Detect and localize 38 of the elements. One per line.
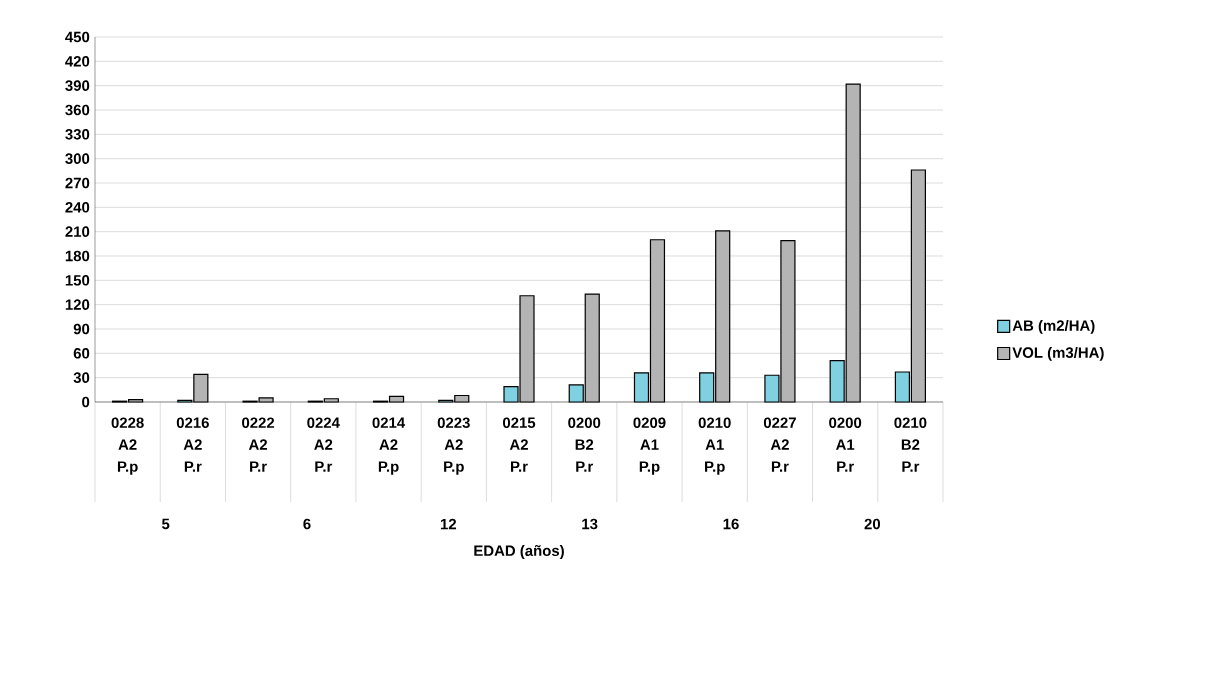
y-tick-label: 390: [65, 80, 90, 91]
x-tick-label: 0200 B2 P.r: [568, 417, 601, 472]
y-tick-label: 360: [65, 104, 90, 116]
x-tick-label: 0210 B2 P.r: [894, 417, 927, 472]
legend-label: AB (m2/HA): [1012, 319, 1095, 334]
y-tick-label: 60: [73, 348, 90, 359]
y-tick-label: 210: [65, 226, 90, 237]
y-tick-label: 120: [65, 299, 90, 310]
y-tick-label: 240: [65, 202, 90, 213]
text: 5: [161, 518, 170, 530]
y-tick-label: 450: [65, 31, 90, 43]
y-tick-label: 270: [65, 177, 90, 189]
x-tick-label: 0216 A2 P.r: [176, 417, 209, 472]
y-tick-label: 420: [65, 56, 90, 67]
text: 6: [303, 518, 311, 530]
x-tick-label: 0222 A2 P.r: [242, 417, 275, 472]
text: 16: [723, 518, 739, 530]
text: 12: [440, 518, 457, 530]
x-tick-label: 0214 A2 P.p: [372, 417, 406, 475]
y-tick-label: 30: [73, 372, 90, 383]
y-tick-label: 180: [65, 250, 90, 262]
y-tick-label: 150: [65, 275, 90, 286]
text: 20: [864, 518, 881, 530]
y-tick-label: 300: [65, 153, 90, 164]
y-tick-label: 330: [65, 129, 90, 140]
legend-label: VOL (m3/HA): [1012, 346, 1104, 361]
x-tick-label: 0227 A2 P.r: [763, 417, 796, 472]
x-tick-label: 0200 A1 P.r: [829, 417, 862, 472]
x-tick-label: 0224 A2 P.r: [307, 417, 340, 472]
x-tick-label: 0228 A2 P.p: [111, 417, 144, 475]
x-tick-label: 0215 A2 P.r: [502, 417, 536, 472]
y-tick-label: 0: [82, 396, 90, 408]
text: 13: [582, 518, 598, 530]
y-tick-label: 90: [73, 323, 90, 335]
x-tick-label: 0210 A1 P.p: [698, 417, 731, 475]
x-tick-label: 0209 A1 P.p: [633, 417, 666, 475]
x-tick-label: 0223 A2 P.p: [437, 417, 470, 475]
x-axis-title: EDAD (años): [474, 545, 564, 559]
